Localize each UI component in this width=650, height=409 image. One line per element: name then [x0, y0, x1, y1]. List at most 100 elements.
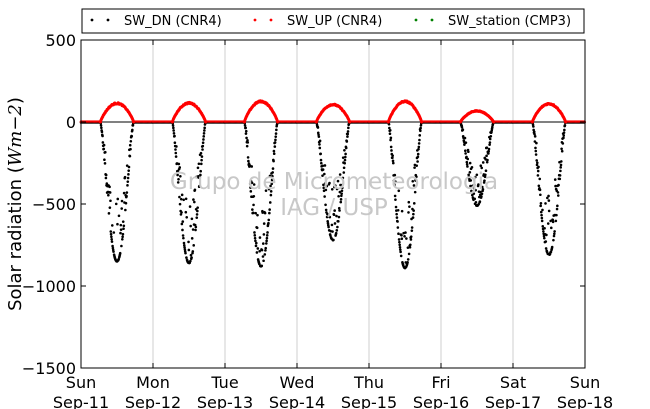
sw-dn-point: [556, 204, 559, 208]
sw-dn-point: [108, 191, 112, 194]
sw-dn-point: [246, 141, 250, 144]
sw-dn-point: [344, 152, 347, 156]
sw-up-point: [276, 120, 280, 124]
sw-dn-point: [398, 240, 401, 244]
sw-dn-point: [562, 136, 565, 140]
y-axis-title: Solar radiation (Wm−2): [5, 97, 26, 311]
sw-dn-point: [114, 202, 118, 206]
sw-dn-point: [554, 219, 558, 223]
sw-dn-point: [261, 242, 265, 245]
sw-dn-point: [184, 210, 188, 214]
sw-dn-point: [179, 174, 182, 178]
sw-dn-point: [254, 241, 258, 245]
sw-dn-point: [330, 188, 334, 191]
sw-dn-point: [252, 203, 255, 207]
sw-dn-point: [334, 231, 338, 235]
sw-dn-point: [253, 231, 256, 234]
sw-dn-point: [546, 222, 550, 225]
sw-dn-point: [104, 150, 107, 154]
sw-dn-point: [328, 181, 331, 185]
sw-dn-point: [417, 142, 421, 145]
sw-dn-point: [340, 189, 344, 193]
sw-dn-point: [338, 209, 341, 212]
sw-dn-point: [403, 234, 406, 238]
sw-dn-point: [103, 162, 107, 165]
sw-dn-point: [332, 238, 335, 242]
sw-dn-point: [120, 244, 123, 248]
sw-dn-point: [544, 240, 548, 243]
sw-dn-point: [408, 205, 411, 208]
sw-dn-point: [125, 191, 129, 194]
sw-dn-point: [268, 201, 272, 204]
sw-dn-point: [268, 211, 271, 215]
sw-dn-point: [536, 169, 540, 173]
sw-dn-point: [181, 234, 185, 237]
sw-dn-point: [472, 192, 476, 195]
sw-dn-point: [337, 220, 340, 223]
watermark-line-2: IAG / USP: [280, 195, 388, 221]
sw-dn-point: [491, 125, 494, 129]
sw-dn-point: [487, 149, 490, 153]
sw-dn-point: [342, 166, 346, 170]
sw-dn-point: [537, 165, 540, 169]
sw-dn-point: [187, 248, 191, 252]
sw-dn-point: [480, 192, 484, 196]
sw-dn-point: [387, 122, 391, 126]
sw-dn-point: [561, 142, 565, 145]
sw-dn-point: [473, 183, 476, 187]
sw-dn-point: [543, 226, 546, 230]
sw-dn-point: [414, 179, 418, 182]
sw-dn-point: [553, 230, 556, 233]
sw-dn-point: [346, 130, 350, 133]
sw-dn-point: [540, 213, 543, 217]
sw-dn-point: [177, 178, 180, 181]
sw-up-point: [492, 120, 496, 124]
sw-dn-point: [244, 129, 248, 133]
sw-dn-point: [200, 158, 203, 162]
sw-dn-point: [537, 184, 541, 188]
sw-dn-point: [269, 184, 272, 188]
sw-dn-point: [244, 132, 248, 135]
sw-dn-point: [534, 146, 537, 150]
sw-dn-point: [397, 232, 400, 236]
sw-dn-point: [274, 132, 278, 135]
sw-dn-point: [100, 130, 104, 134]
sw-dn-point: [267, 218, 271, 222]
sw-dn-point: [409, 235, 413, 238]
sw-dn-point: [393, 194, 397, 198]
sw-dn-point: [342, 171, 346, 174]
sw-dn-point: [465, 160, 469, 164]
sw-dn-point: [120, 207, 124, 210]
sw-dn-point: [319, 152, 322, 156]
sw-dn-point: [319, 158, 323, 162]
sw-dn-point: [474, 200, 478, 204]
sw-dn-point: [467, 150, 470, 154]
sw-dn-point: [532, 130, 536, 134]
sw-dn-point: [396, 226, 400, 229]
sw-dn-point: [122, 224, 126, 228]
sw-dn-point: [322, 183, 325, 187]
sw-dn-point: [419, 126, 422, 130]
sw-dn-point: [249, 190, 253, 193]
sw-dn-point: [100, 126, 103, 130]
sw-dn-point: [260, 248, 264, 252]
sw-dn-point: [123, 175, 127, 179]
x-tick-label-day: Thu: [353, 373, 384, 392]
sw-dn-point: [181, 228, 184, 232]
sw-dn-point: [250, 181, 254, 185]
sw-dn-point: [324, 188, 328, 192]
sw-dn-point: [398, 243, 401, 247]
sw-dn-point: [394, 205, 398, 209]
sw-dn-point: [176, 169, 180, 173]
sw-dn-point: [180, 193, 184, 197]
sw-dn-point: [177, 162, 181, 166]
sw-dn-point: [483, 179, 486, 182]
sw-dn-point: [198, 175, 202, 179]
sw-dn-point: [534, 153, 538, 156]
sw-dn-point: [469, 179, 473, 182]
x-tick-label-day: Tue: [210, 373, 238, 392]
sw-dn-point: [397, 238, 401, 241]
sw-dn-point: [541, 225, 545, 228]
sw-dn-point: [316, 126, 320, 129]
